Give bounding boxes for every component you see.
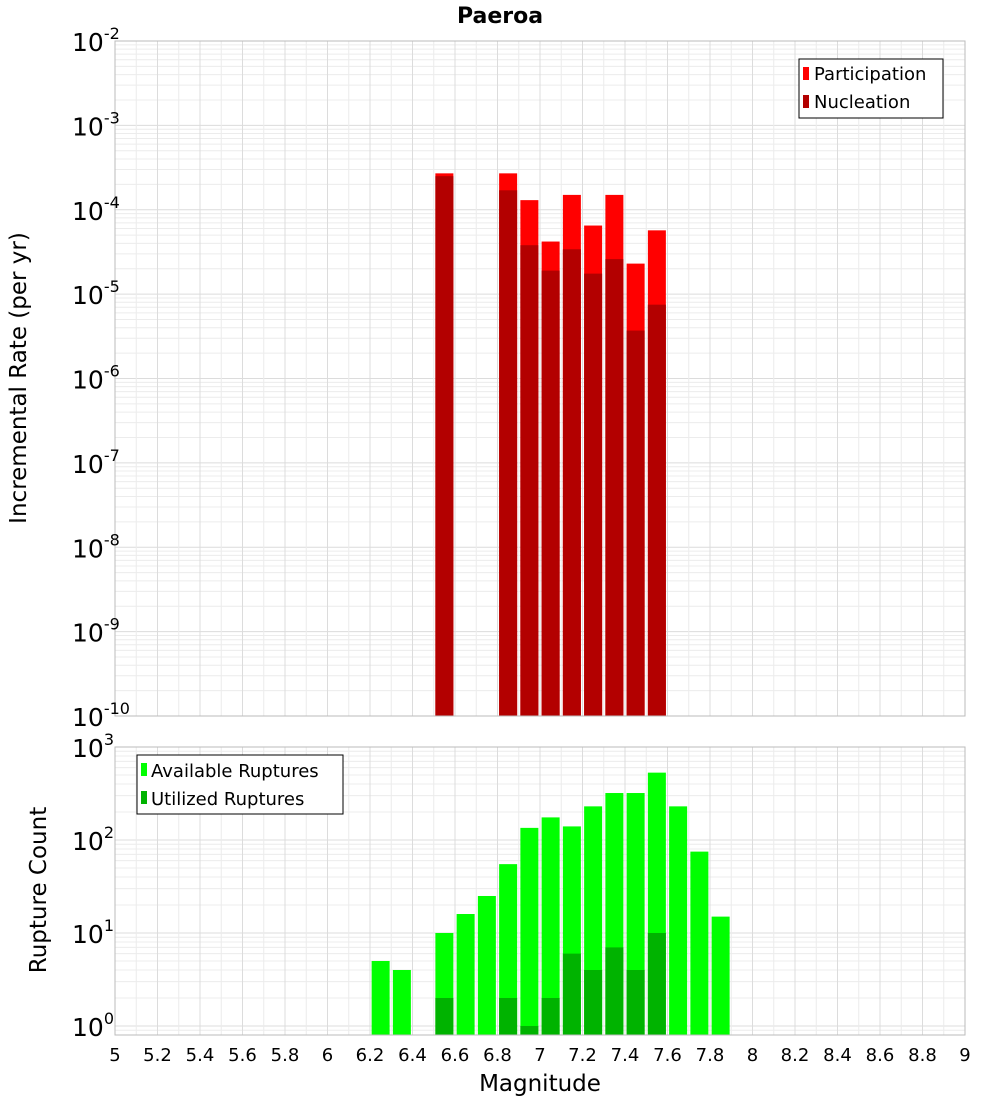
bar-available-ruptures xyxy=(477,895,496,1035)
bar-available-ruptures xyxy=(669,806,688,1035)
bottom-y-axis-label: Rupture Count xyxy=(26,807,52,973)
rate-y-tick-label: 10-6 xyxy=(72,362,120,395)
legend-swatch-nucleation xyxy=(803,95,809,108)
x-tick-label: 5.2 xyxy=(143,1045,172,1066)
count-y-tick-label: 101 xyxy=(72,916,114,949)
bar-nucleation xyxy=(605,259,624,716)
bar-available-ruptures xyxy=(371,960,390,1035)
count-y-tick-label: 102 xyxy=(72,823,114,856)
x-tick-label: 6 xyxy=(322,1045,333,1066)
x-tick-label: 5 xyxy=(109,1045,120,1066)
legend-label-utilized: Utilized Ruptures xyxy=(151,789,304,810)
rate-plot: 10-10 10-9 10-8 10-7 10-6 10-5 10-4 10-3 10-2 xyxy=(72,24,966,732)
x-tick-label: 6.2 xyxy=(356,1045,385,1066)
rupture-legend: Available Ruptures Utilized Ruptures xyxy=(136,754,344,815)
x-tick-label: 7.8 xyxy=(696,1045,725,1066)
bar-utilized-ruptures xyxy=(584,969,603,1035)
legend-label-participation: Participation xyxy=(814,64,926,85)
rate-y-tick-label: 10-7 xyxy=(72,446,120,479)
x-tick-label: 8 xyxy=(747,1045,758,1066)
legend-label-nucleation: Nucleation xyxy=(814,92,910,113)
rate-y-tick-label: 10-9 xyxy=(72,615,120,648)
legend-swatch-participation xyxy=(803,67,809,80)
x-tick-label: 7.2 xyxy=(568,1045,597,1066)
bar-available-ruptures xyxy=(392,969,411,1035)
chart-title: Paeroa xyxy=(457,4,543,29)
bar-utilized-ruptures xyxy=(562,953,581,1035)
count-y-tick-label: 100 xyxy=(72,1009,114,1042)
bar-nucleation xyxy=(584,273,603,716)
x-tick-label: 7 xyxy=(534,1045,545,1066)
rate-y-tick-label: 10-5 xyxy=(72,277,120,310)
x-tick-label: 7.4 xyxy=(611,1045,640,1066)
bar-nucleation xyxy=(562,249,581,716)
bar-utilized-ruptures xyxy=(520,1025,539,1035)
x-tick-label: 5.8 xyxy=(271,1045,300,1066)
rate-legend: Participation Nucleation xyxy=(798,58,944,119)
bar-utilized-ruptures xyxy=(435,997,454,1035)
x-tick-label: 6.4 xyxy=(398,1045,427,1066)
bar-utilized-ruptures xyxy=(647,932,666,1035)
x-axis-label: Magnitude xyxy=(479,1071,601,1097)
x-tick-label: 7.6 xyxy=(653,1045,682,1066)
bar-nucleation xyxy=(647,304,666,716)
bar-nucleation xyxy=(541,270,560,716)
bar-utilized-ruptures xyxy=(499,997,518,1035)
bar-nucleation xyxy=(626,330,645,716)
rate-y-tick-label: 10-2 xyxy=(72,24,120,57)
bar-available-ruptures xyxy=(690,851,709,1035)
bar-nucleation xyxy=(499,190,518,716)
rate-y-tick-label: 10-4 xyxy=(72,193,120,226)
rate-y-tick-label: 10-3 xyxy=(72,108,120,141)
x-tick-label: 8.2 xyxy=(781,1045,810,1066)
x-tick-label: 8.4 xyxy=(823,1045,852,1066)
bar-available-ruptures xyxy=(456,914,475,1035)
bar-nucleation xyxy=(435,176,454,716)
legend-swatch-utilized xyxy=(141,791,147,804)
bar-nucleation xyxy=(520,245,539,717)
bar-available-ruptures xyxy=(711,916,730,1035)
x-tick-label: 5.6 xyxy=(228,1045,257,1066)
x-tick-label: 5.4 xyxy=(186,1045,215,1066)
legend-swatch-available xyxy=(141,763,147,776)
x-tick-label: 9 xyxy=(959,1045,970,1066)
x-tick-label: 8.6 xyxy=(866,1045,895,1066)
x-tick-label: 6.6 xyxy=(441,1045,470,1066)
count-y-tick-label: 103 xyxy=(72,730,114,763)
legend-label-available: Available Ruptures xyxy=(151,761,319,782)
bar-available-ruptures xyxy=(499,864,518,1035)
bar-available-ruptures xyxy=(541,817,560,1035)
rate-y-tick-label: 10-10 xyxy=(72,699,130,732)
top-y-axis-label: Incremental Rate (per yr) xyxy=(6,232,32,524)
bar-available-ruptures xyxy=(520,827,539,1035)
bar-utilized-ruptures xyxy=(541,997,560,1035)
bar-utilized-ruptures xyxy=(626,969,645,1035)
x-tick-label: 6.8 xyxy=(483,1045,512,1066)
x-tick-label: 8.8 xyxy=(908,1045,937,1066)
rate-y-tick-label: 10-8 xyxy=(72,530,120,563)
bar-utilized-ruptures xyxy=(605,947,624,1035)
